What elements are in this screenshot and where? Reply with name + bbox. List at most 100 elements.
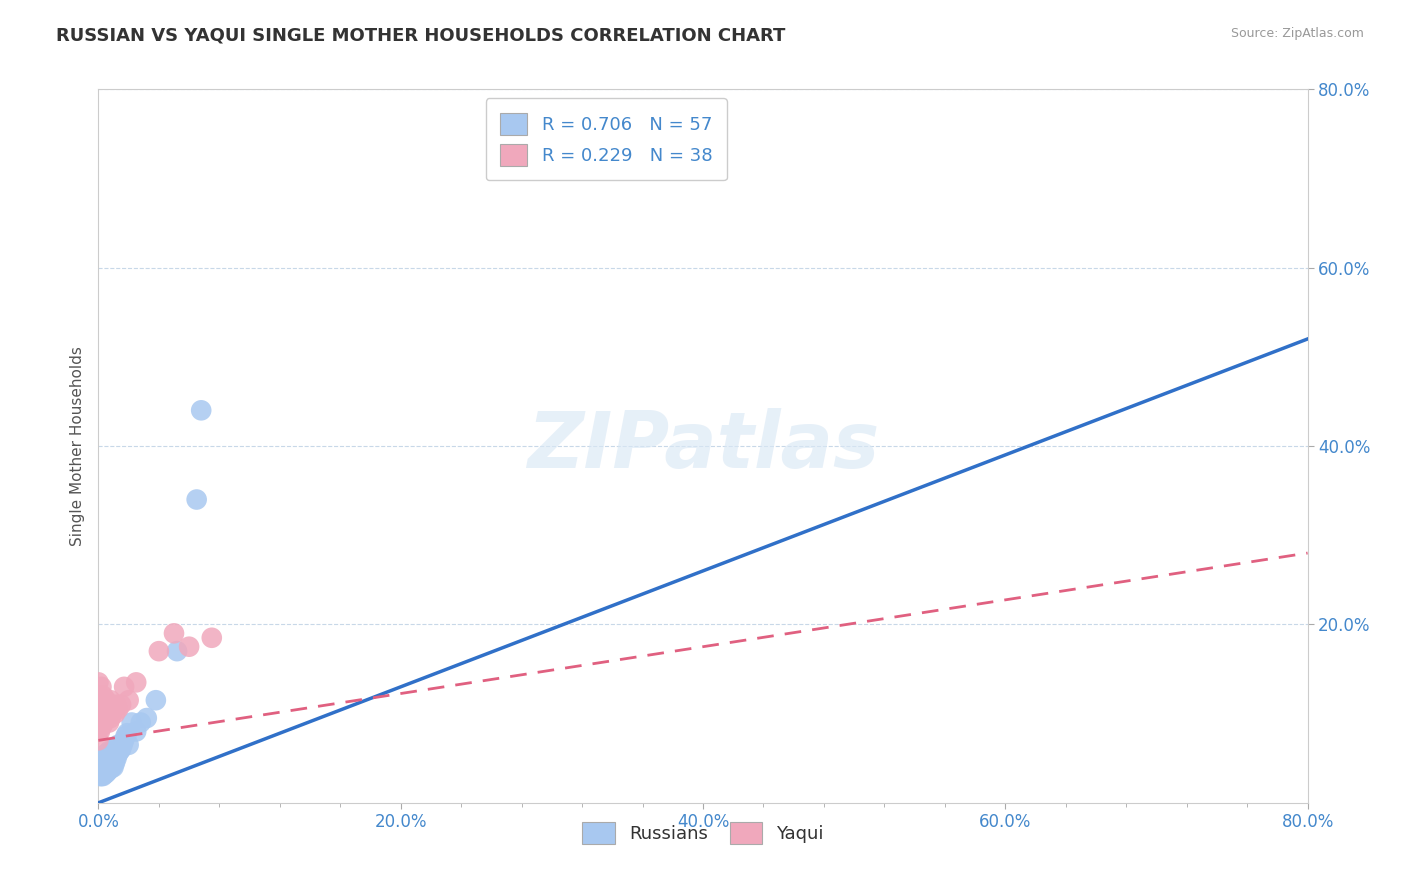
Point bbox=[89, 760, 111, 774]
Point bbox=[98, 698, 121, 712]
Point bbox=[118, 693, 141, 707]
Point bbox=[90, 756, 112, 770]
Point bbox=[100, 756, 122, 770]
Point bbox=[98, 758, 121, 772]
Point bbox=[90, 758, 112, 772]
Text: ZIPatlas: ZIPatlas bbox=[527, 408, 879, 484]
Point bbox=[89, 706, 111, 721]
Point bbox=[115, 726, 138, 740]
Point bbox=[96, 764, 118, 779]
Point bbox=[104, 756, 127, 770]
Point bbox=[100, 749, 122, 764]
Point bbox=[190, 403, 212, 417]
Point bbox=[114, 729, 136, 743]
Point bbox=[93, 714, 115, 728]
Point bbox=[103, 760, 125, 774]
Point bbox=[166, 644, 188, 658]
Point bbox=[93, 762, 115, 776]
Point bbox=[91, 717, 114, 731]
Point bbox=[87, 715, 110, 730]
Point bbox=[98, 744, 121, 758]
Point bbox=[129, 715, 152, 730]
Point bbox=[87, 693, 110, 707]
Point bbox=[145, 693, 167, 707]
Point bbox=[91, 689, 114, 703]
Point bbox=[90, 764, 112, 779]
Point bbox=[163, 626, 186, 640]
Point bbox=[91, 753, 114, 767]
Point bbox=[90, 769, 112, 783]
Point bbox=[121, 715, 143, 730]
Point bbox=[94, 711, 117, 725]
Point bbox=[87, 675, 110, 690]
Point bbox=[186, 492, 208, 507]
Point bbox=[135, 711, 157, 725]
Point bbox=[91, 764, 114, 779]
Point bbox=[94, 693, 117, 707]
Point bbox=[90, 680, 112, 694]
Point bbox=[104, 747, 127, 761]
Point bbox=[89, 769, 111, 783]
Point bbox=[125, 675, 148, 690]
Point bbox=[94, 766, 117, 780]
Point bbox=[93, 767, 115, 781]
Point bbox=[87, 706, 110, 721]
Point bbox=[105, 751, 128, 765]
Point bbox=[108, 744, 131, 758]
Point bbox=[87, 733, 110, 747]
Point bbox=[90, 762, 112, 776]
Point bbox=[89, 724, 111, 739]
Point bbox=[104, 706, 127, 721]
Point bbox=[93, 751, 115, 765]
Point bbox=[101, 706, 124, 721]
Point bbox=[112, 733, 135, 747]
Point bbox=[98, 753, 121, 767]
Point bbox=[111, 738, 134, 752]
Point bbox=[90, 720, 112, 734]
Point bbox=[96, 706, 118, 721]
Point bbox=[107, 738, 129, 752]
Point bbox=[148, 644, 170, 658]
Point bbox=[103, 751, 125, 765]
Point bbox=[91, 760, 114, 774]
Point bbox=[105, 698, 128, 712]
Point bbox=[91, 769, 114, 783]
Point bbox=[101, 760, 124, 774]
Y-axis label: Single Mother Households: Single Mother Households bbox=[69, 346, 84, 546]
Point bbox=[89, 715, 111, 730]
Text: RUSSIAN VS YAQUI SINGLE MOTHER HOUSEHOLDS CORRELATION CHART: RUSSIAN VS YAQUI SINGLE MOTHER HOUSEHOLD… bbox=[56, 27, 786, 45]
Point bbox=[103, 742, 125, 756]
Point bbox=[201, 631, 224, 645]
Point bbox=[112, 680, 135, 694]
Point bbox=[100, 762, 122, 776]
Point bbox=[93, 758, 115, 772]
Point bbox=[89, 693, 111, 707]
Point bbox=[107, 702, 129, 716]
Point bbox=[96, 760, 118, 774]
Point bbox=[89, 764, 111, 779]
Point bbox=[90, 711, 112, 725]
Point bbox=[118, 738, 141, 752]
Point bbox=[94, 754, 117, 768]
Point bbox=[91, 756, 114, 770]
Point bbox=[96, 751, 118, 765]
Point bbox=[101, 753, 124, 767]
Point bbox=[179, 640, 201, 654]
Text: Source: ZipAtlas.com: Source: ZipAtlas.com bbox=[1230, 27, 1364, 40]
Point bbox=[93, 698, 115, 712]
Point bbox=[98, 763, 121, 777]
Point bbox=[100, 693, 122, 707]
Point bbox=[110, 698, 132, 712]
Point bbox=[94, 747, 117, 761]
Point bbox=[94, 757, 117, 772]
Point bbox=[98, 715, 121, 730]
Point bbox=[91, 706, 114, 721]
Point bbox=[94, 762, 117, 776]
Point bbox=[125, 724, 148, 739]
Legend: Russians, Yaqui: Russians, Yaqui bbox=[575, 814, 831, 851]
Point bbox=[103, 702, 125, 716]
Point bbox=[90, 698, 112, 712]
Point bbox=[110, 742, 132, 756]
Point bbox=[107, 747, 129, 761]
Point bbox=[100, 711, 122, 725]
